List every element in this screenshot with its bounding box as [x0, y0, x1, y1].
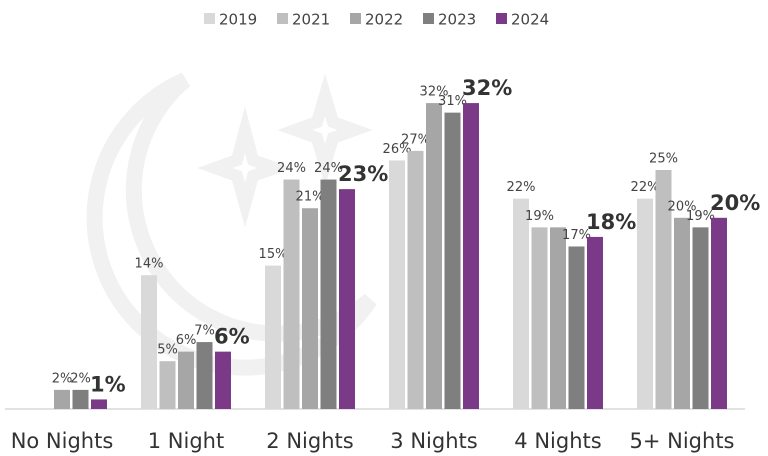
data-label: 22%	[631, 180, 660, 195]
x-tick-label: No Nights	[11, 429, 114, 453]
bar	[196, 342, 213, 409]
bar	[265, 265, 281, 409]
x-tick-label: 2 Nights	[266, 429, 353, 453]
bar	[159, 361, 176, 409]
bar	[178, 351, 194, 409]
data-label: 26%	[383, 142, 412, 157]
bar	[283, 179, 300, 409]
data-label: 20%	[710, 191, 760, 215]
data-label: 32%	[420, 85, 449, 100]
bar	[587, 236, 603, 409]
bar	[513, 198, 529, 409]
bar	[91, 399, 107, 409]
legend-swatch	[277, 13, 288, 24]
legend-label: 2024	[511, 11, 549, 29]
legend-swatch	[350, 13, 361, 24]
data-label: 2%	[52, 371, 73, 386]
bar	[655, 170, 672, 409]
legend-label: 2021	[292, 11, 330, 29]
data-label: 2%	[70, 371, 91, 386]
bar	[426, 103, 442, 409]
data-label: 25%	[649, 152, 678, 167]
data-label: 21%	[296, 190, 325, 205]
data-label: 7%	[194, 324, 215, 339]
x-tick-label: 4 Nights	[514, 429, 601, 453]
bar	[339, 189, 355, 409]
data-label: 1%	[90, 372, 126, 396]
data-label: 27%	[401, 132, 430, 147]
x-tick-label: 1 Night	[148, 429, 224, 453]
legend-label: 2023	[438, 11, 476, 29]
data-label: 20%	[668, 199, 697, 214]
bar	[302, 208, 318, 409]
data-label: 31%	[438, 94, 467, 109]
bar	[141, 275, 157, 409]
data-label: 15%	[259, 247, 288, 262]
data-label: 18%	[586, 210, 636, 234]
legend-swatch	[204, 13, 215, 24]
data-label: 6%	[176, 333, 197, 348]
bar	[389, 160, 405, 409]
legend-swatch	[423, 13, 434, 24]
bar	[531, 227, 548, 409]
data-label: 32%	[462, 76, 512, 100]
data-label: 17%	[562, 228, 591, 243]
x-tick-label: 3 Nights	[390, 429, 477, 453]
legend-label: 2019	[219, 11, 257, 29]
data-label: 24%	[277, 161, 306, 176]
bar	[215, 351, 231, 409]
bar	[692, 227, 709, 409]
data-label: 19%	[686, 209, 715, 224]
data-label: 14%	[135, 257, 164, 272]
bar	[568, 246, 585, 409]
bar	[674, 217, 690, 409]
data-label: 24%	[314, 161, 343, 176]
bar	[407, 150, 424, 409]
bar	[54, 389, 70, 409]
data-label: 5%	[157, 343, 178, 358]
bar	[444, 112, 461, 409]
legend-label: 2022	[365, 11, 403, 29]
data-label: 23%	[338, 162, 388, 186]
bar	[711, 217, 727, 409]
bar	[72, 389, 89, 409]
bar	[637, 198, 653, 409]
data-label: 22%	[507, 180, 536, 195]
bar	[320, 179, 337, 409]
data-label: 19%	[525, 209, 554, 224]
legend-swatch	[496, 13, 507, 24]
bar	[550, 227, 566, 409]
data-label: 6%	[214, 325, 250, 349]
bar	[463, 103, 479, 409]
x-tick-label: 5+ Nights	[630, 429, 735, 453]
